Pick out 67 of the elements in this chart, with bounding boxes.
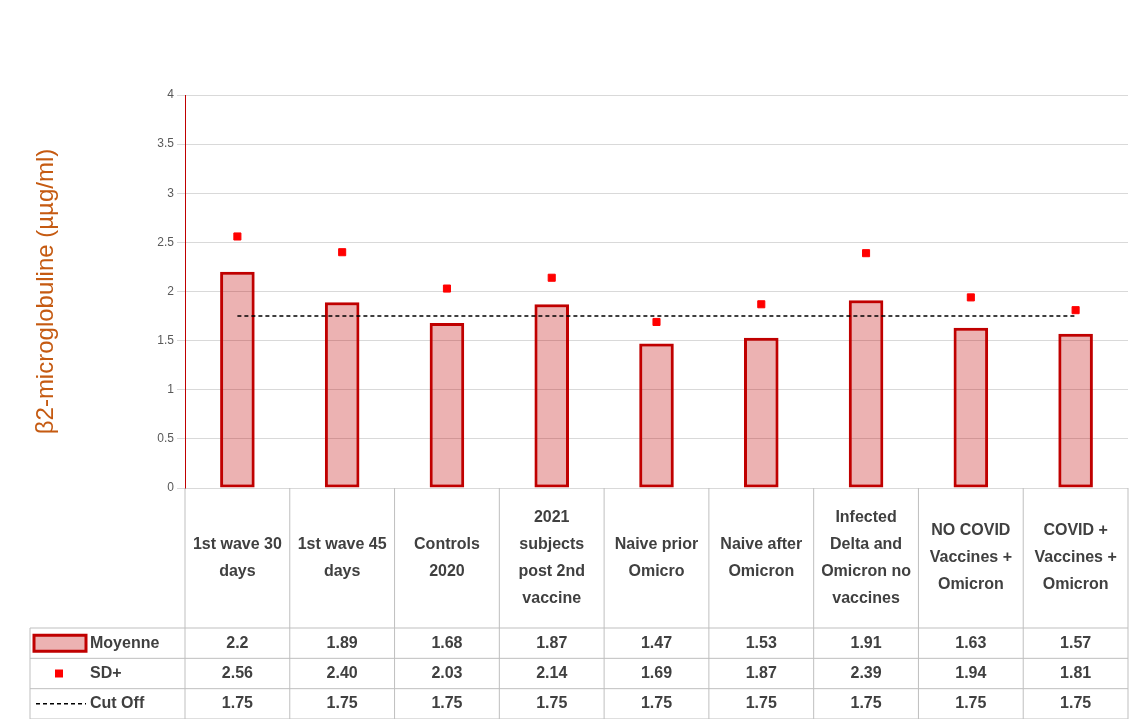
- data-label: 1.87: [536, 633, 568, 651]
- x-tick-label: Naive prior Omicro: [614, 534, 699, 579]
- data-label: 2.14: [536, 663, 568, 681]
- data-label: 1.75: [955, 694, 987, 712]
- point: [442, 284, 451, 293]
- x-tick-label: Infected Delta and Omicron no vaccines: [821, 507, 912, 606]
- point: [757, 300, 766, 309]
- data-label: 1.75: [640, 694, 673, 712]
- data-label: 1.87: [745, 663, 777, 681]
- data-label: 1.81: [1060, 663, 1092, 681]
- bar: [743, 337, 779, 488]
- data-label: 1.75: [221, 694, 254, 712]
- data-label: 1.94: [955, 663, 987, 681]
- data-label: 1.63: [955, 633, 987, 651]
- data-label: 1.53: [745, 633, 777, 651]
- bar: [639, 343, 674, 488]
- legend-label: Moyenne: [90, 633, 160, 651]
- data-label: 1.75: [745, 694, 777, 712]
- y-tick-label: 0.5: [157, 431, 175, 446]
- bar: [953, 327, 989, 488]
- x-tick-label: 2021 subjects post 2nd vaccine: [518, 507, 586, 606]
- x-tick-label: COVID + Vaccines + Omicron: [1034, 521, 1117, 593]
- x-tick-label: NO COVID Vaccines + Omicron: [929, 521, 1012, 593]
- data-label: 2.03: [431, 663, 463, 681]
- bar: [1058, 333, 1093, 488]
- y-tick-label: 2.5: [157, 234, 175, 249]
- data-label: 1.47: [640, 633, 673, 651]
- data-label: 1.75: [1060, 694, 1092, 712]
- data-label: 1.57: [1060, 633, 1092, 651]
- data-label: 1.75: [326, 694, 358, 712]
- x-tick-label: 1st wave 45 days: [297, 534, 387, 579]
- point: [233, 232, 242, 241]
- point: [338, 248, 347, 257]
- data-label: 2.2: [226, 633, 249, 651]
- x-tick-label: 1st wave 30 days: [192, 534, 282, 579]
- bar: [429, 322, 465, 488]
- y-tick-label: 0: [167, 480, 175, 495]
- y-tick-label: 3.5: [157, 136, 175, 151]
- data-label: 1.75: [536, 694, 568, 712]
- bar: [220, 271, 255, 488]
- legend-label: Cut Off: [90, 694, 145, 712]
- bar: [324, 302, 360, 488]
- y-tick-label: 1.5: [157, 332, 175, 347]
- bar: [848, 300, 884, 488]
- data-label: 1.75: [850, 694, 882, 712]
- y-tick-label: 2: [167, 283, 175, 298]
- point: [966, 293, 975, 302]
- y-tick-label: 4: [167, 87, 175, 102]
- y-axis-title: β2-microglobuline (µµg/ml): [31, 148, 59, 435]
- x-tick-label: Controls 2020: [414, 534, 480, 579]
- data-label: 1.89: [326, 633, 358, 651]
- bar: [534, 304, 570, 488]
- data-label: 1.68: [431, 633, 463, 651]
- y-tick-label: 3: [167, 185, 175, 200]
- point: [1071, 306, 1080, 315]
- data-label: 1.75: [431, 694, 463, 712]
- point: [652, 317, 661, 326]
- data-label: 2.39: [850, 663, 882, 681]
- point: [862, 249, 871, 258]
- y-tick-label: 1: [167, 382, 175, 397]
- point: [547, 273, 556, 282]
- x-tick-label: Naive after Omicron: [720, 534, 803, 579]
- data-label: 2.40: [326, 663, 358, 681]
- legend-label: SD+: [90, 663, 122, 681]
- data-label: 1.69: [640, 663, 673, 681]
- data-label: 1.91: [850, 633, 882, 651]
- data-label: 2.56: [221, 663, 254, 681]
